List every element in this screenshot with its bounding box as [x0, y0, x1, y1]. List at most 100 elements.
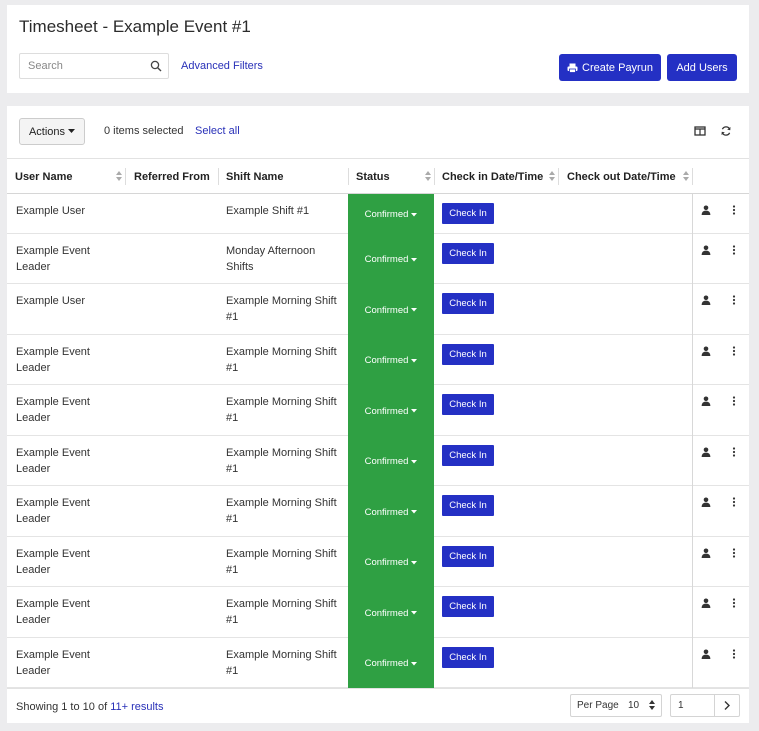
column-header-check-out[interactable]: Check out Date/Time	[559, 159, 692, 194]
table-row[interactable]: Example Event Leader Example Morning Shift…	[7, 638, 749, 689]
check-in-button[interactable]: Check In	[442, 293, 494, 314]
actions-dropdown-button[interactable]: Actions	[19, 118, 85, 145]
check-in-button[interactable]: Check In	[442, 647, 494, 668]
status-dropdown[interactable]: Confirmed	[348, 385, 434, 437]
caret-down-icon	[68, 129, 76, 133]
column-header-shift-name[interactable]: Shift Name	[218, 159, 348, 194]
table-row[interactable]: Example User Example Morning Shift #1 Confi…	[7, 284, 749, 336]
table-row[interactable]: Example Event Leader Monday Afternoon Shift…	[7, 234, 749, 285]
user-name-line2: Leader	[16, 564, 51, 576]
columns-icon[interactable]	[694, 125, 706, 137]
search-icon[interactable]	[150, 60, 162, 72]
check-in-button[interactable]: Check In	[442, 546, 494, 567]
user-name-cell: Example Event Leader	[16, 495, 121, 527]
check-in-button[interactable]: Check In	[442, 495, 494, 516]
table-header: User Name Referred From Shift Name Statu…	[7, 158, 749, 194]
chevron-right-icon	[724, 701, 730, 710]
status-dropdown[interactable]: Confirmed	[348, 486, 434, 538]
column-header-referred-from[interactable]: Referred From	[126, 159, 218, 194]
user-icon[interactable]	[701, 205, 711, 215]
kebab-menu-icon[interactable]	[729, 295, 739, 305]
check-in-button[interactable]: Check In	[442, 596, 494, 617]
select-all-link[interactable]: Select all	[195, 125, 240, 137]
row-actions	[692, 638, 749, 688]
status-dropdown[interactable]: Confirmed	[348, 234, 434, 285]
table-row[interactable]: Example User Example Shift #1 Confirmed Che…	[7, 194, 749, 235]
search-input[interactable]	[20, 54, 140, 78]
advanced-filters-link[interactable]: Advanced Filters	[181, 60, 263, 72]
add-users-button[interactable]: Add Users	[667, 54, 737, 81]
shift-name-cell: Example Morning Shift #1	[226, 293, 344, 325]
sort-icon[interactable]	[116, 171, 122, 181]
user-name-cell: Example User	[16, 203, 121, 219]
check-in-button[interactable]: Check In	[442, 243, 494, 264]
caret-down-icon	[411, 257, 418, 261]
refresh-icon[interactable]	[720, 125, 732, 137]
sort-icon[interactable]	[549, 171, 555, 181]
status-dropdown[interactable]: Confirmed	[348, 335, 434, 386]
kebab-menu-icon[interactable]	[729, 497, 739, 507]
status-dropdown[interactable]: Confirmed	[348, 638, 434, 689]
user-name-line2: Leader	[16, 261, 51, 273]
kebab-menu-icon[interactable]	[729, 598, 739, 608]
row-actions	[692, 587, 749, 638]
kebab-menu-icon[interactable]	[729, 548, 739, 558]
user-icon[interactable]	[701, 346, 711, 356]
status-dropdown[interactable]: Confirmed	[348, 284, 434, 336]
user-icon[interactable]	[701, 598, 711, 608]
table-row[interactable]: Example Event Leader Example Morning Shift…	[7, 537, 749, 588]
shift-name-line2: #1	[226, 362, 239, 374]
kebab-menu-icon[interactable]	[729, 205, 739, 215]
status-dropdown[interactable]: Confirmed	[348, 537, 434, 588]
shift-name-line1: Monday Afternoon	[226, 245, 316, 257]
check-in-button[interactable]: Check In	[442, 203, 494, 224]
kebab-menu-icon[interactable]	[729, 346, 739, 356]
user-icon[interactable]	[701, 295, 711, 305]
status-label: Confirmed	[364, 607, 409, 619]
user-name-line1: Example Event	[16, 447, 90, 459]
table-row[interactable]: Example Event Leader Example Morning Shift…	[7, 385, 749, 437]
status-dropdown[interactable]: Confirmed	[348, 587, 434, 639]
results-link[interactable]: 11+ results	[110, 701, 164, 713]
user-icon[interactable]	[701, 245, 711, 255]
status-dropdown[interactable]: Confirmed	[348, 436, 434, 487]
status-label: Confirmed	[364, 456, 409, 467]
next-page-button[interactable]	[714, 694, 740, 717]
user-icon[interactable]	[701, 447, 711, 457]
caret-down-icon	[411, 510, 418, 514]
page-number-input[interactable]: 1	[670, 694, 715, 717]
sort-icon[interactable]	[683, 171, 689, 181]
check-in-button[interactable]: Check In	[442, 394, 494, 415]
user-name-line2: Leader	[16, 614, 51, 626]
sort-icon[interactable]	[425, 171, 431, 181]
check-in-button[interactable]: Check In	[442, 344, 494, 365]
table-row[interactable]: Example Event Leader Example Morning Shift…	[7, 486, 749, 538]
user-icon[interactable]	[701, 649, 711, 659]
search-box[interactable]	[19, 53, 169, 79]
user-icon[interactable]	[701, 548, 711, 558]
shift-name-line1: Example Morning Shift	[226, 497, 337, 509]
column-header-status[interactable]: Status	[348, 159, 434, 194]
user-name-line2: Leader	[16, 513, 51, 525]
status-dropdown[interactable]: Confirmed	[348, 194, 434, 235]
column-header-check-in[interactable]: Check in Date/Time	[434, 159, 558, 194]
table-row[interactable]: Example Event Leader Example Morning Shift…	[7, 587, 749, 639]
check-in-button[interactable]: Check In	[442, 445, 494, 466]
table-row[interactable]: Example Event Leader Example Morning Shift…	[7, 335, 749, 386]
column-header-user-name[interactable]: User Name	[7, 159, 125, 194]
row-actions	[692, 436, 749, 486]
row-actions	[692, 194, 749, 234]
status-label: Confirmed	[364, 658, 409, 669]
kebab-menu-icon[interactable]	[729, 396, 739, 406]
table-row[interactable]: Example Event Leader Example Morning Shift…	[7, 436, 749, 487]
per-page-select[interactable]: Per Page 10	[570, 694, 662, 717]
kebab-menu-icon[interactable]	[729, 649, 739, 659]
kebab-menu-icon[interactable]	[729, 245, 739, 255]
shift-name-line2: #1	[226, 311, 239, 323]
user-icon[interactable]	[701, 396, 711, 406]
column-shift-name-label: Shift Name	[226, 170, 284, 183]
status-label: Confirmed	[364, 304, 409, 316]
user-icon[interactable]	[701, 497, 711, 507]
kebab-menu-icon[interactable]	[729, 447, 739, 457]
create-payrun-button[interactable]: Create Payrun	[559, 54, 661, 81]
